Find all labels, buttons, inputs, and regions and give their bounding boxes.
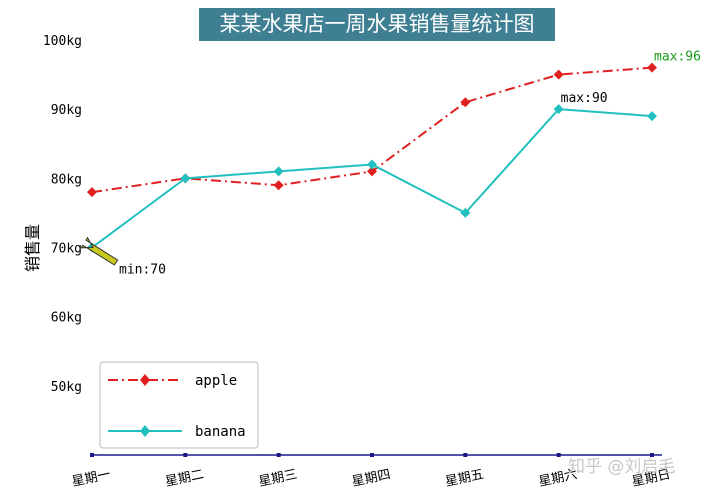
legend-banana-label: banana bbox=[195, 424, 246, 440]
x-tick-mark bbox=[183, 453, 188, 457]
y-axis-ticks: 50kg 60kg 70kg 80kg 90kg 100kg bbox=[43, 34, 82, 395]
annotation-label: min:70 bbox=[119, 263, 166, 278]
annotations-layer: max:96 max:90 min:70 bbox=[80, 50, 701, 278]
y-tick-label: 80kg bbox=[51, 172, 82, 187]
x-tick-mark bbox=[463, 453, 468, 457]
y-tick-label: 60kg bbox=[51, 311, 82, 326]
data-point-apple bbox=[460, 97, 471, 108]
x-tick-label: 星期四 bbox=[351, 467, 392, 490]
legend-apple-marker bbox=[140, 374, 150, 386]
x-tick-label: 星期三 bbox=[257, 467, 298, 490]
x-tick-mark bbox=[276, 453, 281, 457]
chart-title-box: 某某水果店一周水果销售量统计图 bbox=[199, 8, 555, 41]
chart-title: 某某水果店一周水果销售量统计图 bbox=[219, 12, 535, 36]
data-point-banana bbox=[647, 111, 657, 122]
y-axis-label: 销售量 bbox=[23, 224, 42, 272]
x-tick-label: 星期五 bbox=[444, 467, 485, 490]
legend-apple-label: apple bbox=[195, 373, 237, 389]
y-tick-label: 70kg bbox=[51, 242, 82, 257]
annotation-arrow bbox=[80, 236, 119, 266]
x-tick-mark bbox=[370, 453, 374, 457]
data-point-apple bbox=[367, 166, 377, 177]
data-point-banana bbox=[273, 166, 284, 177]
data-point-banana bbox=[553, 104, 564, 115]
annotation-label: max:90 bbox=[561, 91, 608, 106]
legend-box bbox=[99, 361, 259, 449]
data-point-apple bbox=[87, 187, 97, 198]
legend: apple banana bbox=[99, 361, 259, 449]
data-point-banana bbox=[180, 173, 191, 184]
data-point-apple bbox=[553, 69, 564, 80]
x-tick-label: 星期二 bbox=[164, 467, 205, 490]
y-tick-label: 50kg bbox=[51, 380, 82, 395]
legend-banana-marker bbox=[140, 425, 150, 437]
watermark-text: 知乎 @刘启毛 bbox=[568, 457, 675, 477]
series-line-banana bbox=[91, 108, 653, 249]
y-tick-label: 90kg bbox=[51, 103, 82, 118]
annotation-label: max:96 bbox=[654, 50, 701, 65]
data-point-banana bbox=[460, 207, 471, 218]
x-tick-mark bbox=[650, 453, 654, 457]
data-point-apple bbox=[647, 62, 657, 73]
y-tick-label: 100kg bbox=[43, 34, 82, 49]
data-point-banana bbox=[367, 159, 377, 170]
x-tick-mark bbox=[90, 453, 94, 457]
x-tick-mark bbox=[556, 453, 561, 457]
data-point-apple bbox=[273, 180, 284, 191]
x-tick-label: 星期一 bbox=[71, 467, 112, 490]
